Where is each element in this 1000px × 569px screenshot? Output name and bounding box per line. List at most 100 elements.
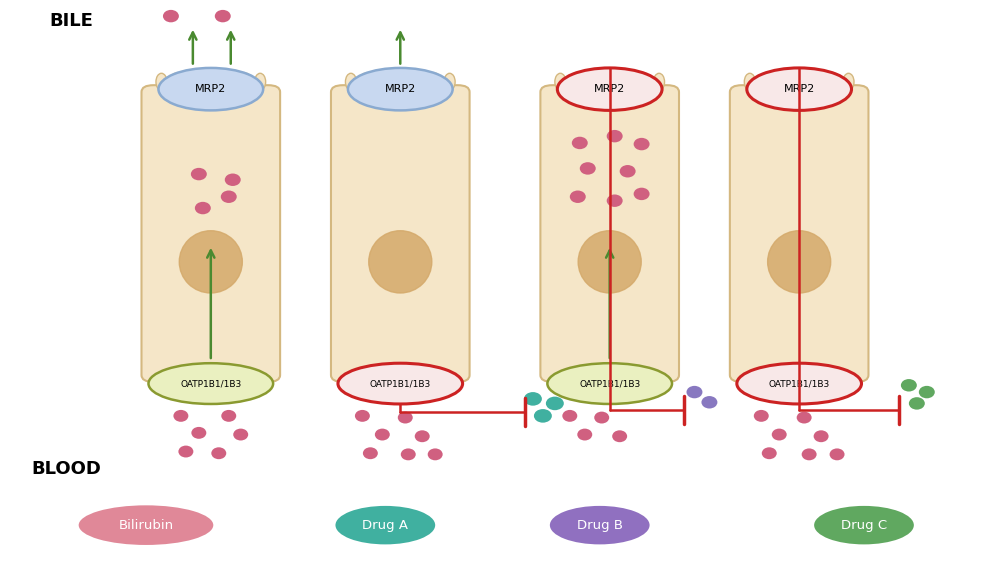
Ellipse shape [195, 202, 211, 215]
Ellipse shape [211, 447, 226, 459]
Ellipse shape [184, 73, 195, 90]
Ellipse shape [654, 73, 665, 90]
Ellipse shape [686, 386, 702, 398]
Ellipse shape [158, 68, 263, 110]
Text: MRP2: MRP2 [195, 84, 226, 94]
Ellipse shape [335, 506, 435, 545]
Ellipse shape [754, 410, 769, 422]
Ellipse shape [737, 363, 861, 404]
Ellipse shape [345, 73, 356, 90]
Ellipse shape [802, 448, 817, 460]
Ellipse shape [639, 73, 650, 90]
Ellipse shape [255, 73, 266, 90]
Ellipse shape [178, 446, 193, 457]
Ellipse shape [430, 73, 441, 90]
Ellipse shape [758, 73, 769, 90]
Ellipse shape [830, 448, 845, 460]
Ellipse shape [597, 73, 608, 90]
Ellipse shape [226, 73, 237, 90]
Text: Drug C: Drug C [841, 519, 887, 531]
Ellipse shape [355, 410, 370, 422]
Text: OATP1B1/1B3: OATP1B1/1B3 [370, 379, 431, 388]
Ellipse shape [534, 409, 552, 423]
Ellipse shape [369, 230, 432, 293]
Ellipse shape [787, 73, 798, 90]
Ellipse shape [772, 428, 787, 440]
Ellipse shape [374, 73, 385, 90]
Ellipse shape [611, 73, 622, 90]
Ellipse shape [156, 73, 167, 90]
Text: MRP2: MRP2 [784, 84, 815, 94]
Ellipse shape [625, 73, 636, 90]
Ellipse shape [612, 430, 627, 442]
Ellipse shape [241, 73, 252, 90]
Ellipse shape [572, 137, 588, 149]
Ellipse shape [578, 230, 641, 293]
Text: Drug A: Drug A [362, 519, 408, 531]
Ellipse shape [191, 427, 206, 439]
Ellipse shape [198, 73, 209, 90]
Ellipse shape [555, 73, 566, 90]
Ellipse shape [744, 73, 755, 90]
Ellipse shape [191, 168, 207, 180]
Ellipse shape [401, 448, 416, 460]
Ellipse shape [388, 73, 399, 90]
Text: OATP1B1/1B3: OATP1B1/1B3 [180, 379, 241, 388]
FancyBboxPatch shape [540, 85, 679, 382]
Ellipse shape [583, 73, 594, 90]
Ellipse shape [179, 230, 242, 293]
Ellipse shape [547, 363, 672, 404]
Text: OATP1B1/1B3: OATP1B1/1B3 [579, 379, 640, 388]
Ellipse shape [620, 165, 636, 178]
Ellipse shape [762, 447, 777, 459]
Ellipse shape [634, 188, 650, 200]
Ellipse shape [338, 363, 463, 404]
Ellipse shape [577, 428, 592, 440]
Ellipse shape [570, 191, 586, 203]
Ellipse shape [415, 430, 430, 442]
Ellipse shape [569, 73, 580, 90]
Text: BLOOD: BLOOD [31, 460, 101, 477]
Ellipse shape [701, 396, 717, 409]
Ellipse shape [348, 68, 453, 110]
Ellipse shape [562, 410, 577, 422]
Ellipse shape [215, 10, 231, 22]
Ellipse shape [79, 505, 213, 545]
Ellipse shape [607, 195, 623, 207]
Ellipse shape [768, 230, 831, 293]
Ellipse shape [444, 73, 455, 90]
Ellipse shape [170, 73, 181, 90]
Ellipse shape [773, 73, 783, 90]
Ellipse shape [909, 397, 925, 410]
Ellipse shape [398, 411, 413, 423]
Text: OATP1B1/1B3: OATP1B1/1B3 [769, 379, 830, 388]
Ellipse shape [363, 447, 378, 459]
Ellipse shape [634, 138, 650, 150]
Ellipse shape [402, 73, 413, 90]
Ellipse shape [550, 506, 650, 545]
Ellipse shape [919, 386, 935, 398]
Ellipse shape [416, 73, 427, 90]
Ellipse shape [814, 506, 914, 545]
Ellipse shape [829, 73, 840, 90]
Ellipse shape [607, 130, 623, 142]
Ellipse shape [801, 73, 812, 90]
Ellipse shape [797, 411, 812, 423]
Ellipse shape [843, 73, 854, 90]
Ellipse shape [815, 73, 826, 90]
Ellipse shape [375, 428, 390, 440]
Ellipse shape [580, 162, 596, 175]
Ellipse shape [360, 73, 371, 90]
Ellipse shape [148, 363, 273, 404]
FancyBboxPatch shape [141, 85, 280, 382]
Ellipse shape [546, 397, 564, 410]
Ellipse shape [524, 392, 542, 406]
Ellipse shape [212, 73, 223, 90]
Text: MRP2: MRP2 [385, 84, 416, 94]
Ellipse shape [747, 68, 852, 110]
Ellipse shape [233, 428, 248, 440]
Ellipse shape [221, 191, 237, 203]
Ellipse shape [173, 410, 188, 422]
FancyBboxPatch shape [331, 85, 470, 382]
Text: Bilirubin: Bilirubin [118, 519, 174, 531]
